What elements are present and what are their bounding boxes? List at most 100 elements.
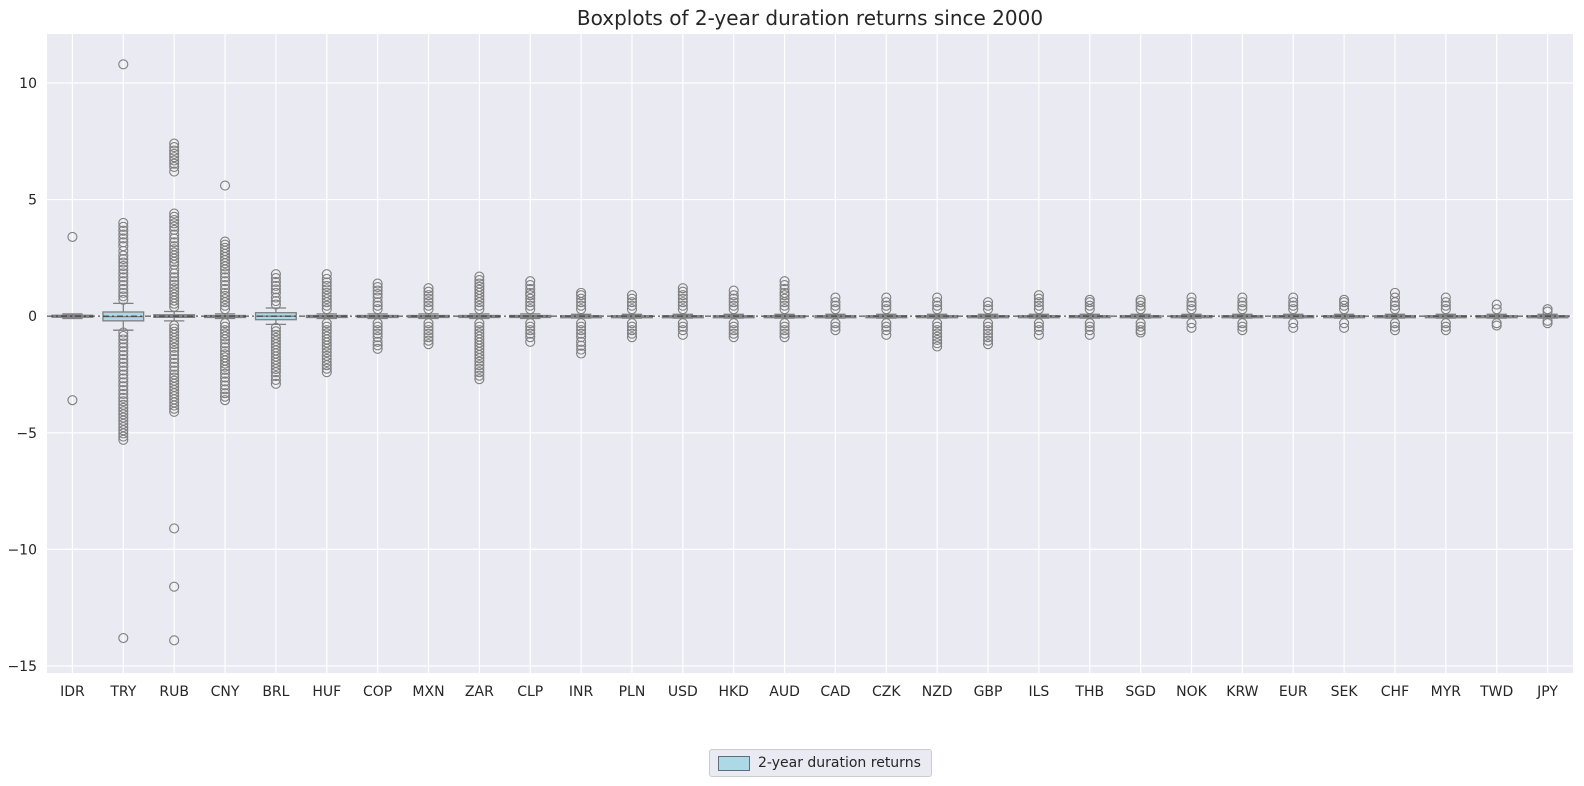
x-tick-label: ILS bbox=[1028, 684, 1049, 700]
outlier-point bbox=[474, 274, 485, 286]
x-tick-label: JPY bbox=[1536, 684, 1558, 700]
outlier-point bbox=[677, 290, 688, 301]
grid-lines bbox=[47, 34, 1573, 673]
outlier-point bbox=[525, 336, 536, 347]
outlier-point bbox=[169, 152, 180, 163]
outlier-point bbox=[576, 328, 587, 339]
outlier-point bbox=[423, 290, 434, 301]
x-tick-label: MXN bbox=[412, 684, 444, 700]
outlier-point bbox=[1542, 318, 1553, 329]
outlier-point bbox=[677, 321, 688, 332]
box-ils bbox=[1017, 290, 1060, 340]
outlier-point bbox=[219, 283, 231, 295]
outlier-point bbox=[118, 217, 129, 228]
outlier-point bbox=[1033, 321, 1044, 332]
outlier-point bbox=[881, 321, 892, 332]
x-tick-label: NOK bbox=[1176, 684, 1207, 700]
outlier-point bbox=[169, 138, 180, 149]
outlier-point bbox=[118, 334, 129, 345]
outlier-point bbox=[270, 273, 281, 284]
box-czk bbox=[865, 292, 908, 340]
outlier-point bbox=[169, 229, 180, 240]
outlier-point bbox=[169, 400, 180, 411]
outlier-point bbox=[270, 269, 281, 280]
outlier-point bbox=[576, 304, 587, 315]
outlier-point bbox=[932, 338, 943, 349]
outlier-point bbox=[321, 287, 332, 298]
outlier-point bbox=[830, 292, 841, 303]
outlier-point bbox=[219, 268, 231, 279]
outlier-point bbox=[1440, 318, 1451, 329]
outlier-point bbox=[321, 321, 332, 332]
outlier-point bbox=[1339, 300, 1350, 311]
outlier-point bbox=[118, 253, 129, 265]
outlier-point bbox=[677, 325, 688, 336]
outlier-point bbox=[1288, 292, 1299, 303]
outlier-point bbox=[525, 304, 536, 315]
outlier-point bbox=[1084, 318, 1095, 329]
outlier-point bbox=[118, 268, 129, 279]
box-try bbox=[102, 59, 145, 644]
chart-title: Boxplots of 2-year duration returns sinc… bbox=[577, 6, 1043, 30]
outlier-point bbox=[321, 343, 332, 354]
outlier-point bbox=[321, 273, 332, 284]
outlier-point bbox=[1237, 321, 1248, 332]
outlier-point bbox=[677, 297, 688, 308]
outlier-point bbox=[219, 236, 231, 247]
outlier-point bbox=[270, 322, 281, 333]
outlier-point bbox=[728, 290, 739, 301]
outlier-point bbox=[423, 335, 434, 346]
outlier-point bbox=[1033, 290, 1044, 301]
outlier-point bbox=[270, 276, 281, 288]
outlier-point bbox=[830, 300, 841, 311]
outlier-point bbox=[118, 233, 129, 244]
outlier-point bbox=[219, 361, 231, 372]
outlier-point bbox=[169, 221, 180, 232]
outlier-point bbox=[372, 332, 383, 343]
outlier-point bbox=[219, 358, 231, 369]
outlier-point bbox=[118, 632, 129, 644]
outlier-point bbox=[1135, 327, 1146, 338]
outlier-point bbox=[1339, 294, 1350, 305]
outlier-point bbox=[474, 321, 485, 332]
outlier-point bbox=[626, 325, 638, 336]
outlier-point bbox=[118, 377, 129, 388]
outlier-point bbox=[525, 325, 536, 336]
outlier-point bbox=[118, 396, 129, 407]
outlier-point bbox=[1491, 304, 1502, 315]
outlier-point bbox=[219, 342, 231, 353]
outlier-point bbox=[779, 321, 790, 332]
y-tick-label: −15 bbox=[7, 659, 37, 675]
outlier-point bbox=[932, 341, 943, 352]
outlier-point bbox=[982, 339, 994, 350]
outlier-point bbox=[169, 523, 180, 534]
outlier-point bbox=[576, 348, 587, 359]
outlier-point bbox=[169, 244, 180, 255]
outlier-point bbox=[576, 325, 587, 336]
outlier-point bbox=[1491, 299, 1502, 310]
outlier-point bbox=[1491, 318, 1502, 329]
box-myr bbox=[1424, 292, 1467, 336]
outlier-point bbox=[372, 321, 383, 332]
x-tick-label: CAD bbox=[820, 684, 850, 700]
outlier-point bbox=[372, 318, 383, 329]
outlier-point bbox=[474, 353, 485, 364]
outlier-point bbox=[1186, 318, 1197, 329]
outlier-point bbox=[219, 300, 231, 311]
outlier-point bbox=[372, 281, 383, 293]
x-tick-label: HUF bbox=[312, 684, 341, 700]
x-tick-label: MYR bbox=[1431, 684, 1462, 700]
outlier-point bbox=[728, 325, 739, 336]
outlier-point bbox=[677, 300, 688, 311]
outlier-point bbox=[1288, 304, 1299, 315]
outlier-point bbox=[169, 289, 180, 300]
outlier-point bbox=[677, 329, 688, 340]
outlier-point bbox=[830, 325, 841, 336]
outlier-point bbox=[1339, 322, 1350, 333]
outlier-point bbox=[169, 406, 180, 417]
outlier-point bbox=[932, 325, 943, 336]
outlier-point bbox=[118, 384, 129, 396]
outlier-point bbox=[525, 280, 536, 291]
outlier-point bbox=[270, 292, 281, 303]
